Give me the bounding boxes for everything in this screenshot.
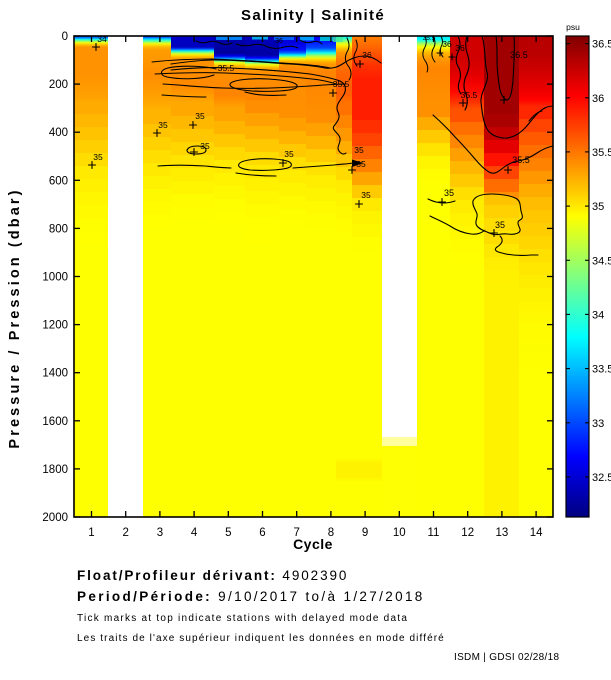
svg-text:600: 600 [49, 175, 68, 187]
svg-text:1: 1 [88, 527, 94, 539]
svg-text:13: 13 [496, 527, 509, 539]
svg-text:35.5: 35.5 [423, 35, 436, 42]
svg-text:35: 35 [158, 120, 168, 130]
svg-text:35: 35 [93, 152, 103, 162]
svg-text:Tick marks at top indicate sta: Tick marks at top indicate stations with… [77, 613, 408, 624]
svg-text:35: 35 [284, 149, 294, 159]
svg-text:34: 34 [97, 34, 107, 44]
svg-text:0: 0 [62, 31, 68, 43]
svg-text:35: 35 [200, 141, 210, 151]
svg-text:35: 35 [354, 145, 364, 155]
svg-text:400: 400 [49, 127, 68, 139]
svg-text:36: 36 [592, 93, 604, 105]
svg-text:35.5: 35.5 [512, 155, 530, 165]
svg-text:1800: 1800 [42, 464, 68, 476]
svg-text:Pressure / Pression (dbar): Pressure / Pression (dbar) [7, 187, 23, 448]
svg-text:33: 33 [592, 418, 604, 430]
svg-text:ISDM | GDSI 02/28/18: ISDM | GDSI 02/28/18 [454, 652, 559, 663]
svg-text:11: 11 [428, 527, 440, 539]
svg-text:Float/Profileur dérivant: 4902: Float/Profileur dérivant: 4902390 [77, 568, 348, 583]
svg-text:14: 14 [530, 527, 543, 539]
svg-text:35: 35 [444, 188, 454, 198]
svg-text:36: 36 [362, 50, 372, 60]
svg-text:Period/Période: 9/10/2017 to/: Period/Période: 9/10/2017 to/à 1/27/2018 [77, 589, 425, 604]
svg-text:4: 4 [191, 527, 198, 539]
svg-text:Cycle: Cycle [293, 536, 333, 552]
svg-text:35.5: 35.5 [333, 79, 350, 89]
svg-text:35.5: 35.5 [592, 147, 611, 159]
svg-text:1400: 1400 [42, 368, 68, 380]
svg-text:36: 36 [455, 43, 465, 53]
svg-text:34.5: 34.5 [592, 255, 611, 267]
svg-text:3: 3 [157, 527, 163, 539]
svg-text:33.5: 33.5 [592, 364, 611, 376]
svg-text:1600: 1600 [42, 416, 68, 428]
svg-text:2: 2 [122, 527, 128, 539]
svg-text:35: 35 [356, 159, 366, 169]
svg-text:36: 36 [275, 38, 283, 45]
svg-text:5: 5 [225, 527, 231, 539]
svg-text:200: 200 [49, 79, 68, 91]
svg-text:2000: 2000 [42, 512, 68, 524]
svg-text:12: 12 [461, 527, 474, 539]
svg-text:8: 8 [328, 527, 334, 539]
svg-text:6: 6 [259, 527, 265, 539]
svg-text:psu: psu [566, 22, 580, 32]
svg-text:7: 7 [293, 527, 299, 539]
svg-text:9: 9 [362, 527, 368, 539]
svg-text:35: 35 [361, 190, 371, 200]
svg-text:35: 35 [195, 111, 205, 121]
svg-text:35.5: 35.5 [461, 90, 478, 100]
svg-text:35: 35 [495, 220, 505, 230]
svg-text:32.5: 32.5 [592, 472, 611, 484]
svg-text:36.5: 36.5 [510, 50, 528, 60]
svg-text:1200: 1200 [42, 320, 68, 332]
svg-text:Salinity | Salinité: Salinity | Salinité [241, 7, 385, 24]
svg-text:800: 800 [49, 223, 68, 235]
svg-text:36.5: 36.5 [592, 39, 611, 51]
svg-text:10: 10 [393, 527, 406, 539]
svg-text:34: 34 [592, 309, 604, 321]
svg-text:Les traits de l'axe supérieur: Les traits de l'axe supérieur indiquent … [77, 633, 445, 644]
svg-text:35.5: 35.5 [218, 63, 235, 73]
svg-text:36: 36 [442, 39, 452, 49]
svg-text:1000: 1000 [42, 272, 68, 284]
svg-text:35: 35 [592, 201, 604, 213]
